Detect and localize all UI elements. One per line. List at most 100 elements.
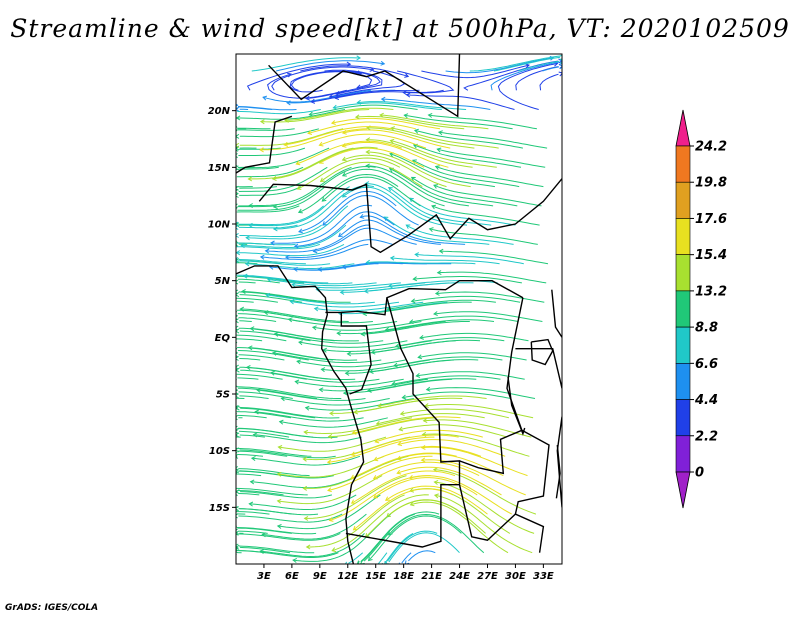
- streamline-arrow: [373, 493, 379, 499]
- streamline-arrow: [328, 517, 334, 522]
- streamline: [236, 243, 345, 257]
- streamline: [238, 166, 328, 192]
- streamline-arrow: [363, 288, 369, 294]
- coastlines: [236, 54, 562, 564]
- streamline: [337, 321, 446, 335]
- streamline: [236, 532, 341, 541]
- streamline-arrow: [247, 345, 253, 351]
- streamline-arrow: [390, 126, 395, 131]
- streamline-arrow: [433, 184, 439, 189]
- streamline-arrow: [415, 373, 421, 378]
- streamline-arrow: [379, 112, 384, 118]
- colorbar-label: 0: [695, 466, 704, 481]
- streamline: [539, 73, 559, 91]
- streamline-arrow: [230, 377, 234, 381]
- streamline: [277, 494, 381, 530]
- streamline: [236, 274, 329, 284]
- streamline-arrow: [294, 379, 300, 385]
- streamline-arrow: [327, 487, 332, 493]
- streamline: [274, 333, 384, 344]
- streamline: [239, 395, 269, 399]
- streamline-arrow: [437, 130, 443, 136]
- streamline: [411, 295, 521, 303]
- streamline: [253, 434, 362, 444]
- streamline-arrow: [236, 258, 240, 264]
- streamline: [360, 511, 440, 562]
- streamline: [236, 297, 278, 303]
- streamline: [239, 358, 261, 361]
- streamline-arrow: [265, 292, 271, 298]
- streamline: [368, 515, 462, 561]
- streamline: [411, 176, 518, 207]
- streamline: [397, 453, 504, 477]
- streamline-arrow: [236, 489, 240, 495]
- streamline: [243, 275, 353, 285]
- streamline: [433, 311, 543, 322]
- streamline: [388, 532, 460, 563]
- lat-tick-label: 5S: [216, 390, 230, 401]
- lat-tick-label: 15N: [208, 163, 231, 174]
- streamline-arrow: [398, 426, 404, 432]
- streamline: [236, 127, 271, 130]
- boundary-line: [555, 444, 561, 499]
- streamline-arrow: [295, 160, 301, 166]
- colorbar-segment: [675, 363, 691, 400]
- streamline-arrow: [387, 187, 393, 192]
- streamline-arrow: [232, 261, 235, 265]
- streamline: [497, 62, 558, 110]
- streamline: [384, 532, 414, 564]
- streamline-arrow: [311, 325, 317, 331]
- streamline-arrow: [433, 311, 438, 317]
- streamline: [324, 69, 383, 95]
- streamline-arrow: [391, 381, 396, 387]
- streamline-arrow: [405, 224, 411, 229]
- streamline: [360, 513, 415, 563]
- streamline: [264, 311, 373, 324]
- streamline: [338, 219, 441, 245]
- streamline: [406, 224, 514, 245]
- streamline-arrow: [326, 459, 332, 465]
- streamline: [389, 168, 494, 207]
- streamline-arrow: [232, 396, 235, 400]
- streamline: [238, 147, 306, 156]
- streamline-arrow: [236, 486, 237, 491]
- streamline: [351, 470, 456, 504]
- streamline-arrow: [558, 71, 562, 77]
- streamline-arrow: [303, 429, 309, 435]
- streamline: [255, 411, 364, 422]
- streamline-arrow: [232, 446, 236, 450]
- streamline: [296, 140, 402, 165]
- streamline: [434, 481, 535, 534]
- streamline-arrow: [417, 354, 423, 360]
- streamline: [354, 397, 463, 413]
- streamline: [246, 366, 356, 380]
- streamline-arrow: [245, 235, 250, 241]
- streamline-arrow: [298, 228, 303, 234]
- streamline-arrow: [236, 447, 240, 453]
- streamline-arrow: [236, 506, 239, 512]
- lat-tick-label: EQ: [215, 333, 231, 344]
- streamline-arrow: [236, 364, 239, 370]
- streamline-arrow: [304, 405, 310, 411]
- streamline-arrow: [236, 133, 240, 139]
- boundary-line: [236, 265, 365, 564]
- boundary-line: [458, 484, 545, 553]
- streamline: [265, 224, 371, 253]
- streamline: [319, 147, 425, 168]
- boundary-line: [514, 429, 550, 515]
- streamline-arrow: [259, 147, 264, 153]
- streamline-arrow: [342, 390, 348, 396]
- streamline-arrow: [375, 420, 381, 426]
- streamline-arrow: [236, 409, 237, 414]
- streamline-arrow: [284, 117, 289, 123]
- lon-tick-label: 24E: [449, 571, 470, 582]
- boundary-line: [236, 115, 293, 174]
- streamline-arrow: [297, 208, 303, 214]
- streamline-arrow: [350, 499, 356, 504]
- map-frame: [235, 53, 563, 565]
- streamline-arrow: [346, 351, 352, 357]
- streamline-arrow: [240, 243, 245, 249]
- streamline: [237, 470, 334, 479]
- streamline-arrow: [419, 335, 424, 340]
- streamline: [285, 239, 393, 259]
